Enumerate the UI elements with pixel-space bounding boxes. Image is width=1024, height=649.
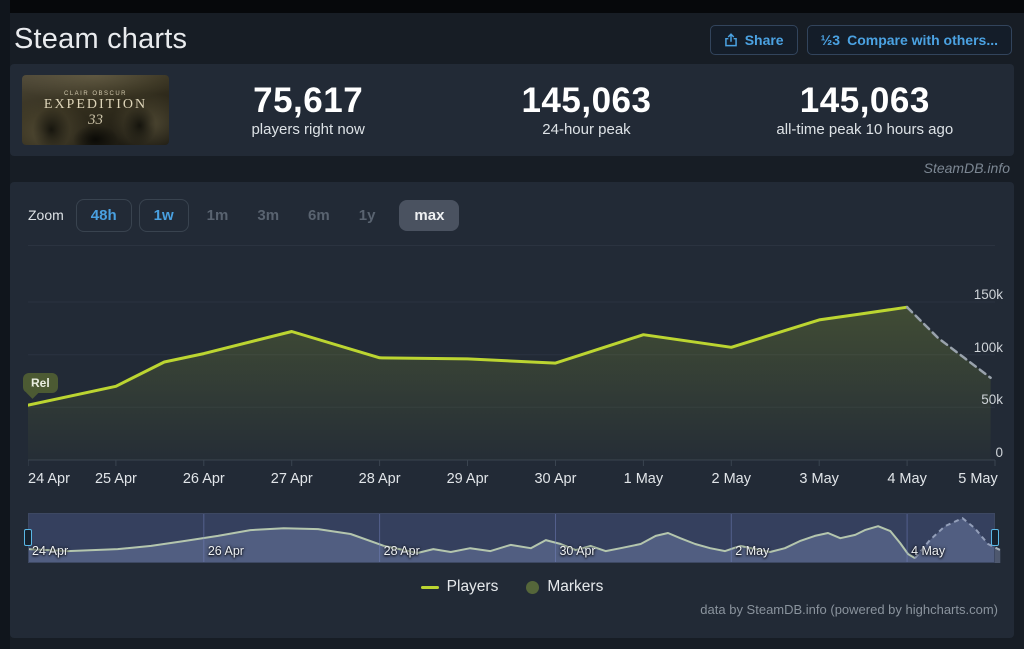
x-axis-label: 29 Apr <box>446 471 489 487</box>
zoom-toolbar-label: Zoom <box>28 207 64 223</box>
x-axis-label: 2 May <box>711 471 752 487</box>
capsule-title-small: CLAIR OBSCUR <box>63 91 127 97</box>
stat-label: players right now <box>251 121 365 139</box>
page-header: Steam charts Share ½3 Compare with other… <box>0 13 1024 64</box>
capsule-title-main: EXPEDITION <box>43 97 148 112</box>
page-title: Steam charts <box>14 23 188 55</box>
compare-button[interactable]: ½3 Compare with others... <box>806 24 1012 55</box>
zoom-buttons: 48h 1w 1m 3m 6m 1y max <box>75 198 460 232</box>
chart-legend: Players Markers <box>10 575 1014 599</box>
zoom-button-3m: 3m <box>246 200 290 231</box>
stat-current-players: 75,617 players right now <box>169 80 447 139</box>
compare-icon: ½3 <box>820 31 841 48</box>
steamdb-watermark: SteamDB.info <box>923 160 1010 176</box>
x-axis-label: 26 Apr <box>182 471 225 487</box>
x-axis-label: 28 Apr <box>358 471 401 487</box>
y-axis-label: 100k <box>973 339 1003 355</box>
chart-credit: data by SteamDB.info (powered by highcha… <box>700 602 998 617</box>
stat-24h-peak: 145,063 24-hour peak <box>447 80 725 139</box>
x-axis-label: 5 May <box>958 471 998 487</box>
window-top-bar <box>0 0 1024 13</box>
chart-navigator[interactable]: 24 Apr 26 Apr 28 Apr 30 Apr 2 May 4 May <box>24 513 1008 563</box>
navigator-date-label: 30 Apr <box>559 544 596 558</box>
navigator-right-handle[interactable] <box>991 529 999 546</box>
game-capsule-image[interactable]: CLAIR OBSCUR EXPEDITION 33 <box>22 75 169 145</box>
zoom-button-1m: 1m <box>196 200 240 231</box>
stat-alltime-peak: 145,063 all-time peak 10 hours ago <box>726 80 1004 139</box>
x-axis-label: 27 Apr <box>270 471 313 487</box>
zoom-toolbar: Zoom 48h 1w 1m 3m 6m 1y max <box>10 198 1014 232</box>
share-button-label: Share <box>744 31 784 48</box>
main-chart-svg <box>28 245 996 466</box>
navigator-left-handle[interactable] <box>24 529 32 546</box>
navigator-date-label: 28 Apr <box>383 544 420 558</box>
y-axis-label: 150k <box>973 287 1003 302</box>
x-axis-labels: 24 Apr 25 Apr 26 Apr 27 Apr 28 Apr 29 Apr 30 A… <box>28 467 1008 493</box>
stat-value: 145,063 <box>799 80 930 120</box>
share-icon <box>724 32 738 47</box>
legend-label: Markers <box>547 578 604 595</box>
x-axis-label: 4 May <box>887 471 927 487</box>
x-axis-label: 30 Apr <box>534 471 577 487</box>
chart-panel: Zoom 48h 1w 1m 3m 6m 1y max Rel 0 50k 100k 150k 2… <box>10 182 1014 638</box>
players-chart[interactable]: Rel 0 50k 100k 150k <box>23 245 1008 467</box>
navigator-svg <box>28 513 1001 563</box>
capsule-title-number: 33 <box>88 112 103 128</box>
legend-item-players[interactable]: Players <box>420 578 499 596</box>
y-axis-label: 0 <box>995 445 1003 460</box>
x-axis-label: 25 Apr <box>94 471 137 487</box>
players-line-swatch <box>420 585 439 589</box>
zoom-button-48h[interactable]: 48h <box>75 198 132 232</box>
y-axis-label: 50k <box>981 392 1003 408</box>
stat-label: 24-hour peak <box>542 121 631 139</box>
stat-label: all-time peak 10 hours ago <box>776 121 954 139</box>
release-marker-badge[interactable]: Rel <box>23 373 58 394</box>
x-axis-label: 1 May <box>623 471 664 487</box>
markers-circle-swatch <box>526 580 540 594</box>
zoom-button-1y: 1y <box>348 200 387 231</box>
legend-label: Players <box>446 578 499 595</box>
x-axis-label: 3 May <box>799 471 839 487</box>
stat-value: 75,617 <box>253 80 364 120</box>
stat-value: 145,063 <box>521 80 652 120</box>
x-axis-label: 24 Apr <box>28 471 70 487</box>
legend-item-markers[interactable]: Markers <box>526 578 603 596</box>
navigator-date-label: 2 May <box>735 544 770 558</box>
navigator-date-label: 4 May <box>911 544 946 558</box>
zoom-button-1w[interactable]: 1w <box>138 198 189 232</box>
compare-button-label: Compare with others... <box>847 31 998 48</box>
navigator-date-label: 26 Apr <box>207 544 244 558</box>
zoom-button-6m: 6m <box>297 200 341 231</box>
zoom-button-max[interactable]: max <box>399 199 460 231</box>
share-button[interactable]: Share <box>709 24 798 55</box>
header-actions: Share ½3 Compare with others... <box>709 24 1012 55</box>
window-left-edge <box>0 0 10 649</box>
navigator-date-label: 24 Apr <box>32 544 69 558</box>
stats-panel: CLAIR OBSCUR EXPEDITION 33 75,617 player… <box>10 64 1014 156</box>
